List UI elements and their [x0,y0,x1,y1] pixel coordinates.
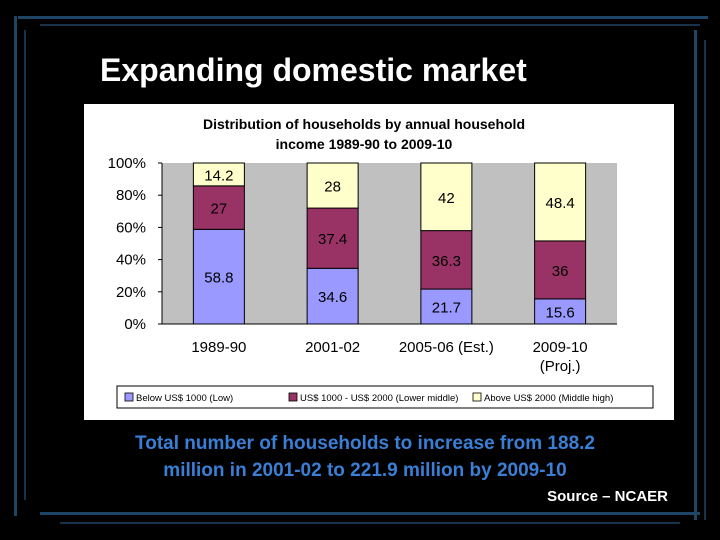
data-label: 37.4 [318,231,347,248]
data-label: 36.3 [432,253,461,270]
x-tick-label: 2005-06 (Est.) [399,339,494,356]
x-tick-label: 2009-10 [533,339,588,356]
bar-segment [534,298,587,325]
y-tick-label: 40% [116,252,146,269]
data-label: 21.7 [432,300,461,317]
deco-line-top [18,16,708,19]
source-note: Source – NCAER [547,488,668,505]
bar-segment [306,207,359,269]
bar-segment [534,240,587,300]
y-tick-label: 100% [108,155,146,172]
caption-line-1: Total number of households to increase f… [135,433,595,454]
y-tick-label: 80% [116,187,146,204]
legend-label: Below US$ 1000 (Low) [136,393,233,404]
data-label: 15.6 [546,304,575,321]
x-tick-label: 1989-90 [191,339,246,356]
deco-line-right-2 [704,40,706,520]
legend-box [116,385,654,409]
deco-line-top-2 [40,24,700,26]
data-label: 36 [552,263,569,280]
bar-segment [534,162,587,242]
legend-swatch [288,392,298,402]
bar-segment [192,228,245,325]
caption: Total number of households to increase f… [60,430,670,484]
x-tick-label: (Proj.) [540,358,581,375]
y-tick-label: 0% [124,316,146,333]
legend-swatch [472,392,482,402]
slide-title: Expanding domestic market [100,52,527,88]
data-label: 27 [211,201,228,218]
legend-label: Above US$ 2000 (Middle high) [484,393,613,404]
bar-segment [420,162,473,232]
data-label: 48.4 [546,195,575,212]
legend-swatch [124,392,134,402]
chart-panel: Distribution of households by annual hou… [84,104,674,420]
chart-title-line: income 1989-90 to 2009-10 [276,136,453,152]
chart-title-line: Distribution of households by annual hou… [203,116,525,132]
bar-segment [192,185,245,230]
data-label: 42 [438,190,455,207]
x-tick-label: 2001-02 [305,339,360,356]
deco-line-bottom [40,512,700,515]
bar-segment [420,230,473,290]
data-label: 34.6 [318,289,347,306]
y-tick-label: 60% [116,219,146,236]
deco-line-bottom-2 [60,522,680,524]
y-tick-label: 20% [116,284,146,301]
bar-segment [306,162,359,209]
bar-segment [306,267,359,325]
caption-line-2: million in 2001-02 to 221.9 million by 2… [163,460,567,481]
legend-label: US$ 1000 - US$ 2000 (Lower middle) [300,393,458,404]
data-label: 14.2 [204,167,233,184]
deco-line-left-2 [24,30,26,500]
deco-line-right [694,30,697,520]
bar-segment [420,288,473,325]
bar-segment [192,162,245,187]
data-label: 28 [324,179,341,196]
stacked-bar-chart: Distribution of households by annual hou… [108,116,654,409]
data-label: 58.8 [204,270,233,287]
deco-line-left [14,16,17,516]
